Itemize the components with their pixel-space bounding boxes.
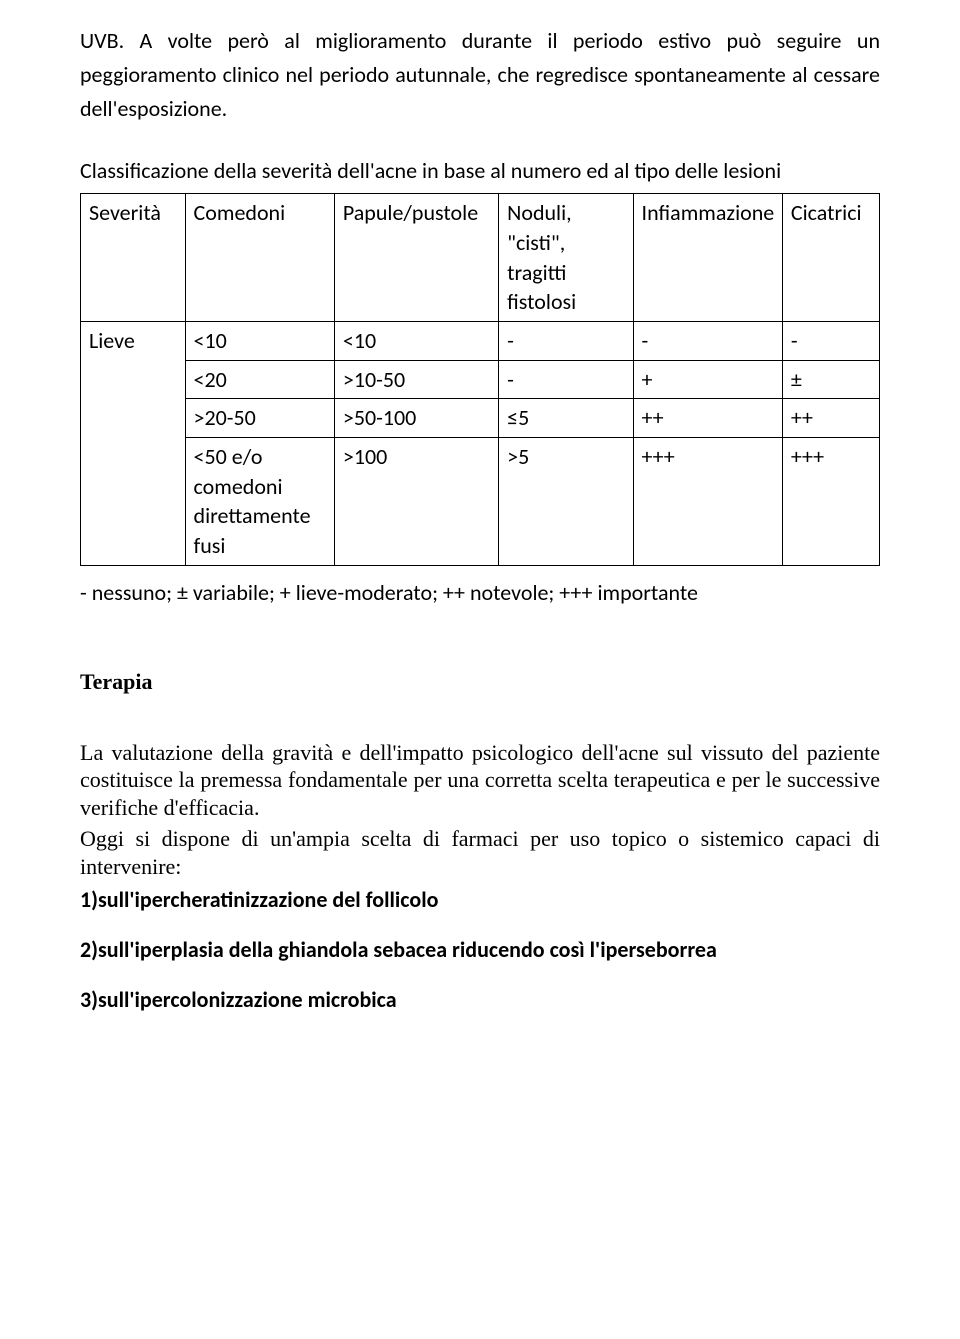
- therapy-item-3: 3)sull'ipercolonizzazione microbica: [80, 984, 880, 1016]
- cell: -: [633, 322, 782, 361]
- cell: ±: [782, 360, 879, 399]
- cell: <10: [185, 322, 334, 361]
- intro-paragraph: UVB. A volte però al miglioramento duran…: [80, 24, 880, 126]
- col-header: Papule/pustole: [334, 194, 498, 322]
- cell: >50-100: [334, 399, 498, 438]
- cell: >100: [334, 438, 498, 566]
- cell: <10: [334, 322, 498, 361]
- cell: +: [633, 360, 782, 399]
- cell: ≤5: [499, 399, 633, 438]
- therapy-item-1: 1)sull'ipercheratinizzazione del follico…: [80, 884, 880, 916]
- table-row: <50 e/o comedoni direttamente fusi >100 …: [81, 438, 880, 566]
- cell: ++: [782, 399, 879, 438]
- table-title: Classificazione della severità dell'acne…: [80, 154, 880, 187]
- cell: +++: [782, 438, 879, 566]
- therapy-item-2: 2)sull'iperplasia della ghiandola sebace…: [80, 934, 880, 966]
- col-header: Comedoni: [185, 194, 334, 322]
- table-legend: - nessuno; ± variabile; + lieve-moderato…: [80, 576, 880, 609]
- severity-cell: Lieve: [81, 322, 186, 566]
- col-header: Noduli, "cisti", tragitti fistolosi: [499, 194, 633, 322]
- cell: -: [499, 322, 633, 361]
- therapy-heading: Terapia: [80, 669, 880, 695]
- cell: <20: [185, 360, 334, 399]
- table-row: >20-50 >50-100 ≤5 ++ ++: [81, 399, 880, 438]
- cell: >10-50: [334, 360, 498, 399]
- severity-table: Severità Comedoni Papule/pustole Noduli,…: [80, 193, 880, 566]
- col-header: Cicatrici: [782, 194, 879, 322]
- table-header-row: Severità Comedoni Papule/pustole Noduli,…: [81, 194, 880, 322]
- therapy-p2: Oggi si dispone di un'ampia scelta di fa…: [80, 825, 880, 880]
- cell: -: [782, 322, 879, 361]
- col-header: Infiammazione: [633, 194, 782, 322]
- table-row: Lieve <10 <10 - - -: [81, 322, 880, 361]
- col-header: Severità: [81, 194, 186, 322]
- cell: +++: [633, 438, 782, 566]
- cell: >20-50: [185, 399, 334, 438]
- therapy-p1: La valutazione della gravità e dell'impa…: [80, 739, 880, 822]
- cell: >5: [499, 438, 633, 566]
- cell: -: [499, 360, 633, 399]
- table-row: <20 >10-50 - + ±: [81, 360, 880, 399]
- cell: ++: [633, 399, 782, 438]
- cell: <50 e/o comedoni direttamente fusi: [185, 438, 334, 566]
